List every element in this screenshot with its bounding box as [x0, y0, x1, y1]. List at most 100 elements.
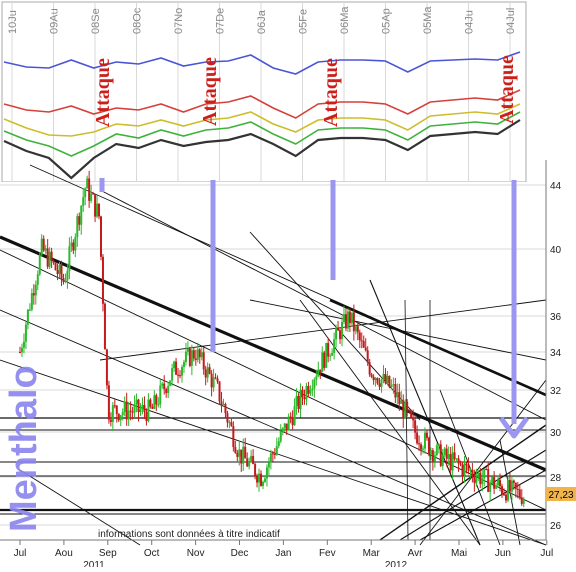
price-y-tick-label: 34 [550, 348, 562, 359]
price-x-axis: Jul Aou Sep Oct Nov Dec Jan Fev Mar Avr Mai Jun Jul [14, 540, 553, 559]
price-candle-body [84, 188, 87, 198]
price-candle-body [179, 375, 182, 377]
price-candle-body [230, 422, 233, 426]
indicator-date-label: 04Jul [505, 8, 517, 34]
price-candle-body [406, 401, 409, 411]
price-candle-body [447, 454, 450, 459]
price-candle-body [277, 441, 280, 447]
price-candle-body [439, 444, 442, 466]
indicator-date-label: 07De [215, 8, 227, 34]
price-candle-body [111, 405, 114, 422]
price-candle-body [481, 478, 484, 485]
price-candle-body [260, 473, 263, 486]
indicator-date-label: 06Ma [339, 6, 351, 34]
price-candle-body [194, 358, 197, 360]
price-candle-body [491, 477, 494, 483]
price-candle-body [252, 455, 255, 465]
price-candle-body [127, 410, 130, 420]
price-candle-body [372, 376, 375, 381]
price-candle-body [449, 454, 452, 471]
price-candle-body [192, 350, 195, 359]
price-candle-body [291, 417, 294, 426]
price-candle-body [177, 374, 180, 376]
price-y-tick-label: 26 [550, 521, 562, 532]
price-candle-body [248, 461, 251, 467]
price-candle-body [139, 409, 142, 413]
price-candle-body [425, 432, 428, 438]
indicator-date-label: 05Fe [298, 9, 310, 34]
price-candle-body [265, 467, 268, 479]
price-candle-body [420, 444, 423, 450]
price-candle-body [342, 314, 345, 322]
price-candle-body [263, 478, 266, 482]
price-candle-body [473, 477, 476, 483]
indicator-date-label: 10Ju [7, 10, 19, 34]
price-candle-body [431, 450, 434, 462]
price-candle-body [22, 341, 25, 348]
price-candle-body [422, 448, 425, 450]
price-candle-body [386, 375, 389, 384]
attack-annotations: Attaque Attaque Attaque Attaque [92, 55, 530, 439]
price-y-tick-label: 28 [550, 473, 562, 484]
price-candle-body [20, 347, 23, 353]
price-candle-body [520, 497, 523, 504]
price-candle-body [167, 385, 170, 394]
price-candle-body [455, 458, 458, 460]
price-candle-body [293, 405, 296, 426]
price-candle-body [19, 352, 21, 353]
price-candle-body [214, 377, 217, 379]
price-x-tick-label: Jul [540, 548, 553, 559]
price-candle-body [188, 348, 191, 366]
last-price-badge: 27,23 [546, 487, 576, 501]
price-candle-body [141, 404, 144, 410]
price-candle-body [157, 404, 160, 406]
price-candle-body [123, 401, 126, 413]
price-candle-body [271, 453, 274, 455]
last-price-label: 27,23 [548, 490, 573, 501]
year-label-2012: 2012 [385, 560, 408, 567]
price-candle-body [279, 430, 282, 442]
price-candle-body [165, 389, 168, 394]
price-candle-body [315, 376, 318, 380]
price-candle-body [362, 341, 365, 348]
price-candle-body [175, 361, 178, 375]
price-candle-body [335, 327, 338, 340]
price-x-tick-label: Avr [408, 548, 423, 559]
price-candle-body [96, 203, 99, 217]
price-candle-body [443, 448, 446, 456]
indicator-panel: 10Ju 09Au 08Se 08Oc 07No 07De 06Ja 05Fe 06Ma 05Ap… [1, 1, 527, 183]
price-candle-body [390, 385, 393, 388]
price-candle-body [317, 369, 320, 377]
price-candle-body [366, 350, 369, 363]
indicator-series-line [3, 119, 521, 180]
price-candle-body [236, 452, 239, 457]
price-candle-body [410, 410, 413, 418]
price-candle-body [309, 390, 312, 394]
price-candle-body [115, 405, 118, 414]
price-candle-body [224, 404, 227, 414]
year-label-2011: 2011 [83, 560, 105, 567]
price-candle-body [210, 373, 213, 388]
price-candle-body [208, 367, 211, 374]
indicator-date-labels: 10Ju 09Au 08Se 08Oc 07No 07De 06Ja 05Fe 06Ma 05Ap… [7, 6, 517, 34]
price-candle-body [180, 366, 183, 376]
price-candle-body [348, 311, 351, 324]
price-candle-body [427, 437, 430, 455]
price-candle-body [516, 488, 519, 490]
price-candle-body [321, 352, 324, 372]
price-y-tick-label: 36 [550, 312, 562, 323]
trend-line [0, 249, 547, 511]
price-candle-body [76, 216, 79, 238]
price-candle-body [103, 303, 106, 350]
price-candle-body [451, 452, 454, 471]
price-x-tick-label: Sep [99, 548, 117, 559]
price-candle-body [161, 383, 164, 386]
price-candle-body [228, 422, 231, 424]
price-candle-body [244, 446, 247, 459]
price-candle-body [145, 411, 148, 421]
price-candle-body [44, 248, 47, 251]
price-candle-body [54, 262, 57, 271]
price-candle-body [327, 342, 330, 357]
price-candle-body [62, 278, 65, 283]
price-candle-body [433, 455, 436, 462]
